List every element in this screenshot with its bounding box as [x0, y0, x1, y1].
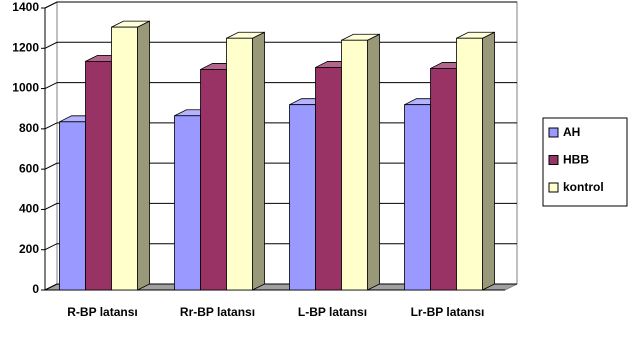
x-tick-label: Rr-BP latansı: [180, 305, 255, 319]
bar-front: [289, 104, 316, 291]
x-tick-label: L-BP latansı: [298, 305, 367, 319]
y-tick-label: 1400: [12, 0, 39, 14]
bar-front: [430, 68, 457, 291]
bar-front: [404, 104, 431, 291]
legend-label: kontrol: [563, 180, 604, 194]
bar-side: [252, 31, 265, 291]
bar-front: [174, 115, 201, 291]
legend: AH HBB kontrol: [542, 117, 628, 207]
bar: [456, 31, 495, 291]
bar-front: [341, 39, 368, 291]
legend-swatch: [548, 127, 559, 138]
bar-front: [59, 121, 86, 291]
bar: [226, 31, 265, 291]
bar-side: [137, 20, 150, 291]
legend-swatch: [548, 155, 559, 165]
y-tick-label: 400: [19, 202, 39, 216]
legend-swatch: [548, 182, 559, 193]
bar-front: [226, 37, 253, 291]
bar: [111, 20, 150, 291]
bar-front: [315, 67, 342, 291]
bar-side: [367, 33, 380, 291]
y-tick-label: 600: [19, 161, 39, 175]
x-tick-label: Lr-BP latansı: [411, 305, 485, 319]
bar-front: [111, 26, 138, 291]
y-tick-label: 200: [19, 242, 39, 256]
y-tick-label: 1000: [12, 81, 39, 95]
legend-label: AH: [563, 125, 580, 139]
legend-label: HBB: [563, 153, 589, 167]
bar-side: [482, 31, 495, 291]
bar-front: [456, 37, 483, 291]
x-tick-label: R-BP latansı: [67, 305, 137, 319]
y-tick-label: 800: [19, 121, 39, 135]
grid-line: [44, 1, 517, 9]
y-tick-label: 1200: [12, 40, 39, 54]
bar: [341, 33, 380, 291]
y-tick-label: 0: [32, 282, 39, 296]
bar-front: [85, 60, 112, 291]
bar-front: [200, 69, 227, 291]
